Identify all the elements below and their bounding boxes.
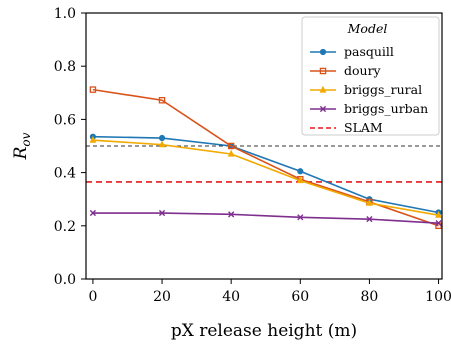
briggs_urban-point bbox=[297, 214, 304, 221]
plot-area bbox=[86, 86, 442, 230]
doury-point bbox=[89, 86, 97, 93]
legend-label: pasquill bbox=[344, 44, 394, 59]
legend-label: briggs_rural bbox=[344, 82, 422, 97]
y-axis-label: Rov bbox=[11, 132, 33, 160]
pasquill-series-line bbox=[92, 135, 439, 214]
legend-marker bbox=[319, 67, 327, 75]
briggs_urban-point bbox=[158, 209, 166, 217]
x-tick-label: 0 bbox=[88, 289, 97, 305]
x-tick-label: 100 bbox=[425, 289, 451, 305]
pasquill-point bbox=[158, 134, 166, 142]
briggs_urban-series-line bbox=[92, 212, 439, 224]
y-tick-label: 0.2 bbox=[54, 219, 76, 235]
briggs_rural-point bbox=[89, 135, 97, 143]
briggs_rural-point bbox=[366, 198, 373, 206]
y-tick-label: 0.6 bbox=[54, 112, 76, 128]
y-tick-label: 1.0 bbox=[54, 6, 76, 22]
doury-point bbox=[158, 96, 166, 104]
briggs_rural-point bbox=[158, 140, 166, 148]
y-tick-label: 0.8 bbox=[54, 59, 76, 75]
y-tick-label: 0.0 bbox=[54, 272, 76, 288]
pasquill-point bbox=[297, 168, 304, 175]
x-tick-label: 20 bbox=[153, 289, 171, 305]
legend-title: Model bbox=[347, 21, 388, 36]
briggs_rural-point bbox=[296, 176, 304, 184]
briggs_rural-point bbox=[435, 210, 442, 218]
x-axis-label: pX release height (m) bbox=[171, 321, 357, 341]
legend-marker bbox=[319, 48, 327, 56]
x-tick-label: 60 bbox=[291, 289, 309, 305]
briggs_rural-series-line bbox=[92, 139, 439, 216]
legend-marker bbox=[319, 85, 327, 93]
legend-label: doury bbox=[344, 63, 382, 78]
x-tick-label: 80 bbox=[361, 289, 379, 305]
legend-label: SLAM bbox=[344, 120, 383, 135]
plot-frame bbox=[85, 12, 443, 280]
legend-label: briggs_urban bbox=[344, 101, 428, 116]
briggs_urban-point bbox=[366, 216, 373, 223]
briggs_urban-point bbox=[435, 220, 442, 227]
briggs_rural-point bbox=[227, 149, 235, 157]
y-tick-label: 0.4 bbox=[54, 166, 76, 182]
briggs_urban-point bbox=[228, 211, 235, 218]
axes: 0 20 40 60 80 100 0.0 0.2 0.4 0.6 0.8 1.0 pX release… bbox=[11, 6, 451, 341]
legend-marker bbox=[319, 105, 327, 113]
legend: Model pasquill doury briggs_rural briggs_urb… bbox=[301, 16, 440, 136]
doury-point bbox=[227, 142, 235, 150]
briggs_urban-point bbox=[89, 209, 97, 217]
x-tick-label: 40 bbox=[222, 289, 240, 305]
legend-box bbox=[301, 16, 440, 136]
